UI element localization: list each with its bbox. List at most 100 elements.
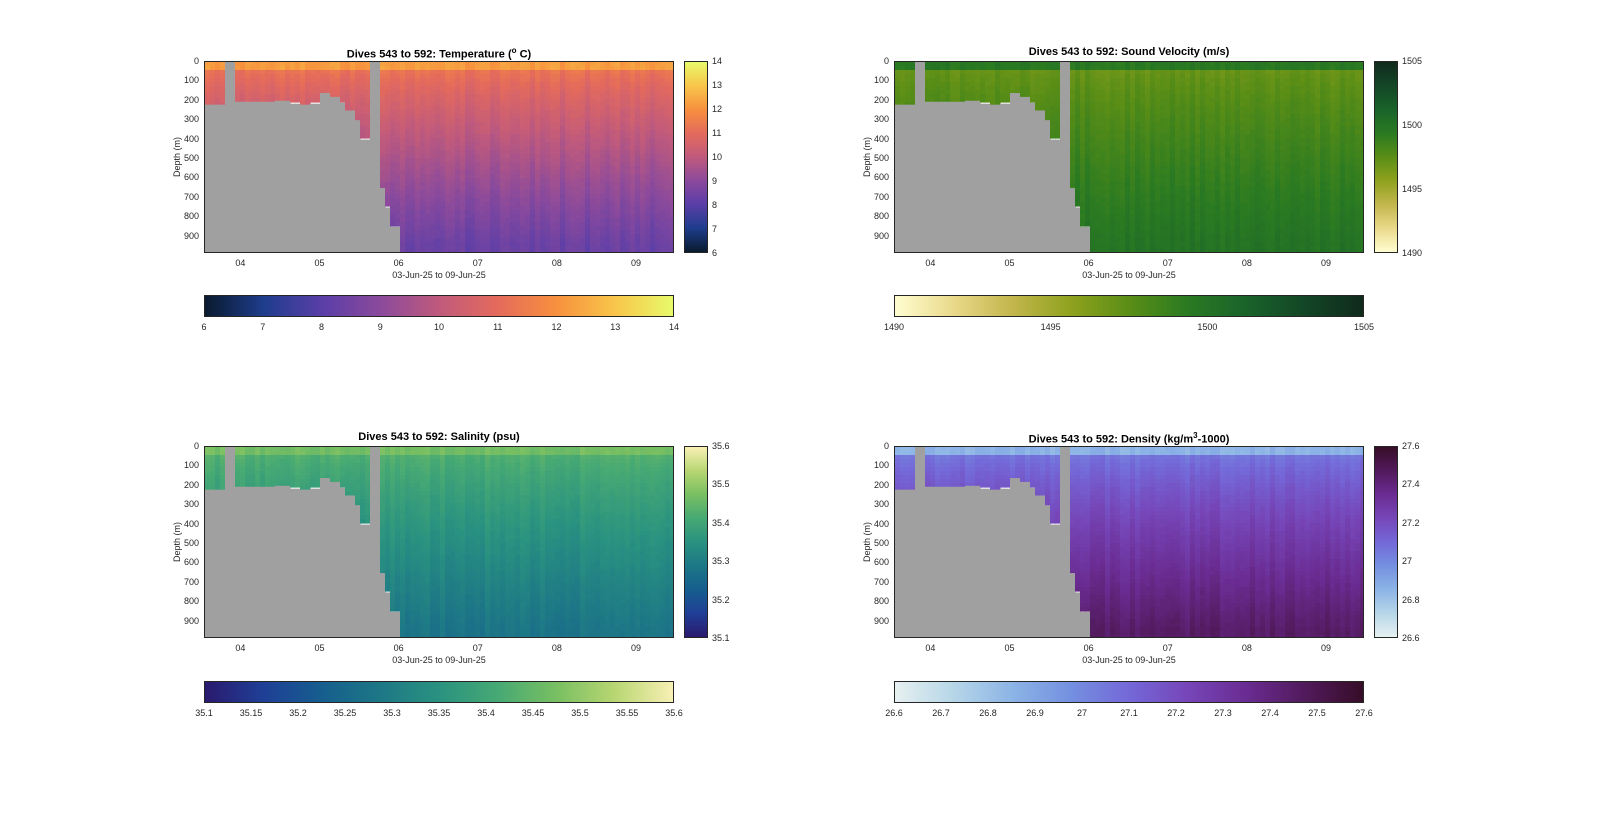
no-data-region (960, 101, 966, 252)
no-data-region (300, 104, 306, 252)
colorbar-tick-label: 12 (551, 322, 562, 332)
y-tick-label: 900 (183, 230, 199, 241)
no-data-region (365, 139, 371, 252)
no-data-region (1085, 611, 1091, 637)
chart-title: Dives 543 to 592: Salinity (psu) (358, 431, 519, 443)
no-data-region (275, 100, 281, 252)
y-tick-label: 0 (883, 56, 889, 66)
colorbar-tick-label: 1500 (1402, 120, 1423, 130)
no-data-region (990, 489, 996, 637)
no-data-region (345, 495, 351, 637)
x-tick-label: 06 (1083, 643, 1094, 653)
colorbar-tick-label: 26.6 (885, 708, 903, 718)
no-data-region (950, 101, 956, 252)
no-data-region (940, 486, 946, 637)
no-data-region (385, 207, 391, 252)
x-tick-label: 07 (472, 258, 483, 268)
colorbar-tick-label: 26.9 (1026, 708, 1044, 718)
no-data-region (1040, 110, 1046, 252)
colorbar-tick-label: 9 (377, 322, 383, 332)
chart-title-sup: o (511, 46, 517, 55)
colorbar-tick-label: 1495 (1040, 322, 1061, 332)
no-data-region (350, 495, 356, 637)
y-axis-label: Depth (m) (172, 521, 182, 563)
y-tick-label: 500 (873, 152, 889, 163)
no-data-region (380, 573, 386, 637)
no-data-region (980, 488, 986, 637)
heatmap-plot-area (204, 446, 674, 638)
colorbar-tick-label: 1490 (1402, 248, 1423, 258)
colorbar-tick-label: 10 (433, 322, 445, 332)
chart-title-text: Dives 543 to 592: Sound Velocity (m/s) (1028, 46, 1230, 58)
colorbar-tick-label: 35.6 (665, 708, 683, 718)
colorbar-tick-label: 35.2 (289, 708, 307, 718)
chart-title-end: -1000) (1197, 433, 1230, 446)
y-tick-label: 300 (183, 499, 199, 510)
no-data-region (360, 524, 366, 637)
no-data-region (1000, 103, 1006, 252)
no-data-region (235, 486, 241, 637)
no-data-region (240, 486, 246, 637)
no-data-region (250, 101, 256, 252)
colorbar-tick-label: 8 (712, 200, 718, 210)
no-data-region (905, 104, 911, 252)
no-data-region (245, 486, 251, 637)
colorbar-tick-label: 35.1 (195, 708, 213, 718)
no-data-region (250, 486, 256, 637)
no-data-region (1060, 62, 1066, 252)
y-tick-label: 200 (873, 479, 889, 490)
heatmap-svg (895, 62, 1363, 252)
no-data-region (905, 489, 911, 637)
colorbar-tick-label: 26.6 (1402, 633, 1420, 643)
colorbar-tick-label: 7 (260, 322, 266, 332)
colorbar-tick-label: 11 (712, 128, 722, 138)
y-tick-label: 700 (873, 576, 889, 587)
no-data-region (360, 139, 366, 252)
y-tick-label: 400 (183, 518, 199, 529)
y-tick-label: 400 (183, 133, 199, 144)
no-data-region (325, 478, 331, 637)
no-data-region (395, 226, 401, 252)
no-data-region (305, 104, 311, 252)
no-data-region (205, 104, 211, 252)
no-data-region (315, 103, 321, 252)
no-data-region (1020, 481, 1026, 637)
horizontal-colorbar (204, 295, 674, 317)
x-tick-label: 04 (925, 643, 936, 653)
no-data-region (340, 487, 346, 637)
vertical-colorbar (1374, 61, 1398, 253)
no-data-region (1025, 481, 1031, 637)
no-data-region (275, 485, 281, 637)
x-tick-label: 05 (1004, 258, 1015, 268)
no-data-region (945, 486, 951, 637)
no-data-region (290, 103, 296, 252)
no-data-region (1085, 226, 1091, 252)
x-tick-label: 08 (551, 643, 562, 653)
no-data-region (1070, 573, 1076, 637)
colorbar-tick-label: 26.7 (932, 708, 950, 718)
colorbar-tick-label: 27.6 (1355, 708, 1373, 718)
heatmap-svg (205, 62, 673, 252)
no-data-region (310, 103, 316, 252)
no-data-region (955, 486, 961, 637)
no-data-region (920, 447, 926, 637)
x-axis-label: 03-Jun-25 to 09-Jun-25 (392, 655, 486, 665)
no-data-region (945, 101, 951, 252)
no-data-region (240, 101, 246, 252)
colorbar-tick-label: 26.8 (979, 708, 997, 718)
no-data-region (1015, 93, 1021, 252)
no-data-region (255, 101, 261, 252)
no-data-region (995, 104, 1001, 252)
no-data-region (900, 104, 906, 252)
colorbar-tick-label: 10 (712, 152, 723, 162)
no-data-region (1040, 495, 1046, 637)
no-data-region (215, 489, 221, 637)
no-data-region (280, 100, 286, 252)
no-data-region (970, 100, 976, 252)
no-data-region (990, 104, 996, 252)
no-data-region (210, 489, 216, 637)
no-data-region (370, 62, 376, 252)
no-data-region (285, 100, 291, 252)
no-data-region (1030, 487, 1036, 637)
y-tick-label: 500 (873, 537, 889, 548)
